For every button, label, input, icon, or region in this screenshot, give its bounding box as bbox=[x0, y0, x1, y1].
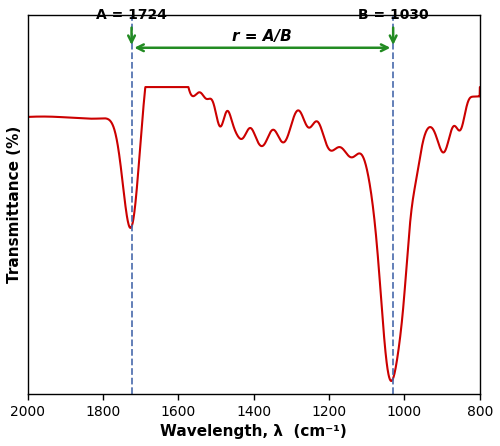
Text: B = 1030: B = 1030 bbox=[358, 8, 428, 21]
X-axis label: Wavelength, λ  (cm⁻¹): Wavelength, λ (cm⁻¹) bbox=[160, 424, 347, 439]
Y-axis label: Transmittance (%): Transmittance (%) bbox=[7, 126, 22, 283]
Text: r = A/B: r = A/B bbox=[232, 29, 292, 45]
Text: A = 1724: A = 1724 bbox=[96, 8, 167, 21]
